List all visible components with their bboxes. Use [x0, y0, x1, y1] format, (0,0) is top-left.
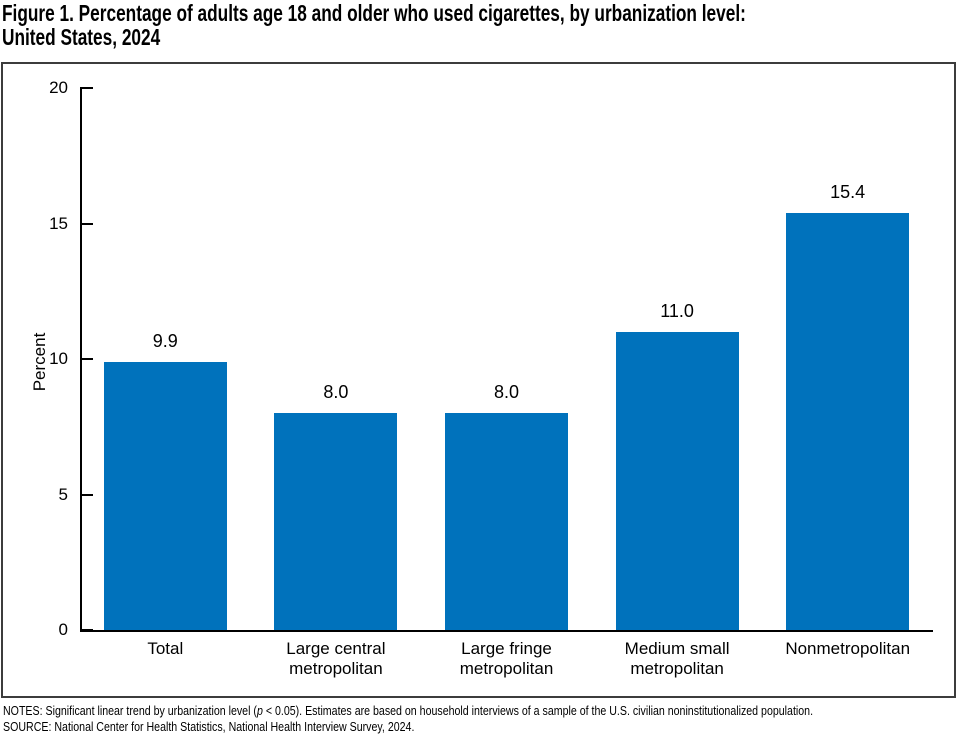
title-line-1: Figure 1. Percentage of adults age 18 an… — [2, 0, 746, 26]
x-axis-line — [80, 630, 933, 632]
notes-p-italic: p — [256, 704, 263, 718]
x-category-label: Large fringe metropolitan — [459, 639, 554, 678]
figure-title: Figure 1. Percentage of adults age 18 an… — [2, 1, 960, 49]
x-category-label: Medium small metropolitan — [624, 639, 730, 678]
bar — [615, 331, 739, 630]
y-tick-label: 5 — [58, 484, 68, 504]
bar — [103, 361, 227, 630]
y-axis-line — [80, 88, 82, 632]
y-tick-mark — [80, 629, 93, 631]
bar-value-label: 9.9 — [152, 330, 178, 351]
x-category-label: Nonmetropolitan — [785, 639, 911, 658]
y-tick-mark — [80, 493, 93, 496]
bar — [274, 413, 398, 630]
y-tick-label: 15 — [49, 213, 68, 233]
y-tick-label: 0 — [58, 620, 68, 639]
y-tick-label: 20 — [49, 78, 68, 97]
bar-value-label: 15.4 — [830, 181, 866, 202]
notes-text-post: < 0.05). Estimates are based on househol… — [262, 704, 814, 718]
notes-line: NOTES: Significant linear trend by urban… — [3, 703, 813, 719]
title-line-2: United States, 2024 — [2, 24, 161, 50]
bar — [445, 413, 568, 630]
source-line: SOURCE: National Center for Health Stati… — [3, 720, 415, 734]
y-tick-mark — [80, 87, 93, 89]
notes: NOTES: Significant linear trend by urban… — [3, 703, 956, 735]
y-tick-label: 10 — [49, 349, 68, 368]
bar-value-label: 11.0 — [660, 300, 694, 321]
bar-value-label: 8.0 — [323, 382, 349, 403]
bar — [786, 212, 910, 630]
y-tick-mark — [80, 222, 93, 225]
y-tick-mark — [80, 358, 93, 360]
x-category-label: Total — [147, 639, 184, 658]
x-category-label: Large central metropolitan — [286, 639, 386, 678]
notes-text-pre: NOTES: Significant linear trend by urban… — [3, 704, 257, 718]
bar-value-label: 8.0 — [493, 382, 520, 403]
